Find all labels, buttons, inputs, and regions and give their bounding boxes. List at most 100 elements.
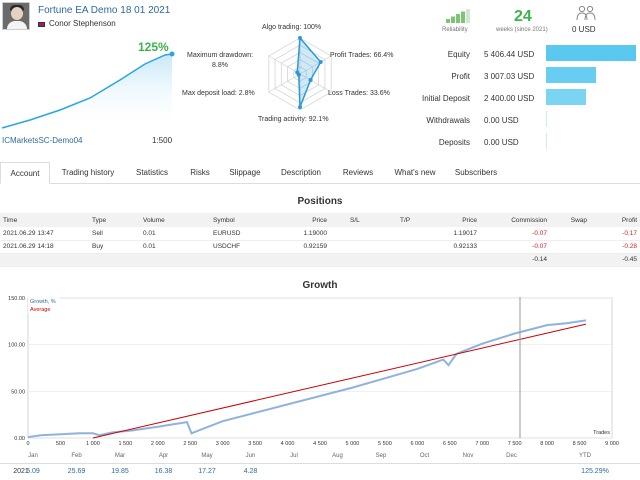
growth-percent: 125% (138, 40, 169, 54)
cell-price-open: 0.92159 (280, 240, 330, 254)
col-price-open[interactable]: Price (280, 213, 330, 227)
col-tp[interactable]: T/P (370, 213, 420, 227)
growth-chart-y-ticks: 0.00 50.00 100.00 150.00 (8, 296, 25, 442)
cell-profit: -0.28 (590, 240, 640, 254)
reliability-bar (451, 16, 455, 23)
radar-axis (268, 73, 301, 93)
tab-statistics[interactable]: Statistics (135, 168, 168, 177)
x-tick-label: 3 500 (248, 441, 262, 447)
radar-point-max-dd (295, 70, 300, 75)
leverage: 1:500 (152, 136, 173, 145)
broker-server[interactable]: ICMarketsSC-Demo04 (2, 136, 83, 145)
col-profit[interactable]: Profit (590, 213, 640, 227)
col-sl[interactable]: S/L (330, 213, 370, 227)
tab-subscribers[interactable]: Subscribers (454, 168, 498, 177)
positions-title: Positions (297, 196, 343, 207)
month-value: 19.85 (111, 468, 129, 475)
radar-label-profit-trades: Profit Trades: 66.4% (330, 52, 394, 59)
table-row: 2021.06.29 14:18 Buy 0.01 USDCHF 0.92159… (0, 240, 640, 254)
plot-frame (27, 297, 613, 439)
author-name[interactable]: Conor Stephenson (49, 19, 116, 28)
cell-swap (550, 240, 590, 254)
series-average-line (92, 323, 587, 439)
radar-point-algo (298, 36, 302, 40)
cell-type: Buy (80, 240, 140, 254)
year-row: 2021 5.09 25.69 19.85 16.38 17.27 4.28 125.29% (0, 463, 640, 479)
month-label: Jun (245, 453, 256, 459)
col-time[interactable]: Time (0, 213, 80, 227)
x-tick-label: 8 000 (540, 441, 554, 447)
col-price-close[interactable]: Price (420, 213, 480, 227)
subscribers-icon[interactable] (575, 5, 597, 21)
y-tick-label: 100.00 (8, 343, 25, 349)
signal-title[interactable]: Fortune EA Demo 18 01 2021 (38, 5, 171, 16)
col-type[interactable]: Type (80, 213, 140, 227)
radar-label-max-load: Max deposit load: 2.8% (182, 90, 255, 97)
tab-trading-history[interactable]: Trading history (61, 168, 115, 177)
cell-tp (370, 240, 420, 254)
stat-value-initial-deposit: 2 400.00 USD (484, 94, 535, 103)
stat-bar-profit (546, 67, 596, 83)
x-tick-label: 0 (26, 441, 29, 447)
x-tick-label: 5 000 (346, 441, 360, 447)
x-tick-label: 4 500 (313, 441, 327, 447)
reliability-bar (461, 11, 465, 23)
cell-commission: -0.07 (480, 227, 550, 241)
mini-growth-line (1, 53, 173, 129)
cell-sl (330, 227, 370, 241)
stat-label-equity: Equity (447, 50, 470, 59)
reliability-bar (466, 9, 470, 23)
radar-chart (268, 36, 332, 111)
stat-bar-deposits (546, 133, 547, 149)
stat-label-deposits: Deposits (438, 138, 470, 147)
weeks-value: 24 (514, 8, 532, 25)
col-swap[interactable]: Swap (550, 213, 590, 227)
month-label: Feb (71, 453, 82, 459)
tab-whats-new[interactable]: What's new (394, 168, 436, 177)
month-label: Aug (332, 453, 343, 459)
col-commission[interactable]: Commission (480, 213, 550, 227)
reliability-bars-icon[interactable] (446, 9, 474, 23)
cell-swap (550, 227, 590, 241)
tab-description[interactable]: Description (280, 168, 321, 177)
x-tick-label: 3 000 (216, 441, 230, 447)
cell-time: 2021.06.29 14:18 (0, 240, 80, 254)
totals-row: -0.14 -0.45 (0, 253, 640, 267)
month-label: YTD (579, 453, 591, 459)
month-value: 17.27 (198, 468, 216, 475)
stat-value-profit: 3 007.03 USD (484, 72, 535, 81)
positions-table: Time Type Volume Symbol Price S/L T/P Pr… (0, 213, 640, 267)
radar-point-profit-trades (318, 60, 323, 65)
col-volume[interactable]: Volume (140, 213, 210, 227)
cell-commission: -0.07 (480, 240, 550, 254)
radar-point-activity (298, 105, 302, 110)
month-value: 25.69 (67, 468, 86, 475)
col-symbol[interactable]: Symbol (210, 213, 280, 227)
tab-risks[interactable]: Risks (190, 168, 210, 177)
reliability-bar (446, 19, 450, 23)
stat-value-deposits: 0.00 USD (484, 138, 519, 147)
radar-shape (296, 36, 322, 108)
x-tick-label: 2 000 (151, 441, 165, 447)
tab-account[interactable]: Account (0, 162, 50, 184)
radar-label-activity: Trading activity: 92.1% (258, 116, 329, 123)
uk-flag-icon (38, 22, 45, 27)
month-label: May (201, 453, 213, 459)
y-tick-label: 50.00 (11, 389, 25, 395)
tab-reviews[interactable]: Reviews (342, 168, 374, 177)
legend-growth: Growth, % (30, 299, 56, 305)
x-tick-label: 7 000 (475, 441, 489, 447)
month-label: Mar (114, 453, 126, 459)
radar-axis (268, 55, 301, 75)
stat-label-profit: Profit (451, 72, 470, 81)
month-label: Nov (462, 453, 474, 459)
x-tick-label: 1 000 (86, 441, 100, 447)
stat-bar-initial-deposit (546, 89, 586, 105)
tab-slippage[interactable]: Slippage (229, 168, 261, 177)
avatar[interactable] (2, 2, 30, 30)
cell-volume: 0.01 (140, 240, 210, 254)
x-tick-label: 4 000 (281, 441, 295, 447)
x-tick-label: 7 500 (508, 441, 522, 447)
stat-bar-equity (546, 45, 636, 61)
radar-label-loss-trades: Loss Trades: 33.6% (328, 90, 390, 97)
